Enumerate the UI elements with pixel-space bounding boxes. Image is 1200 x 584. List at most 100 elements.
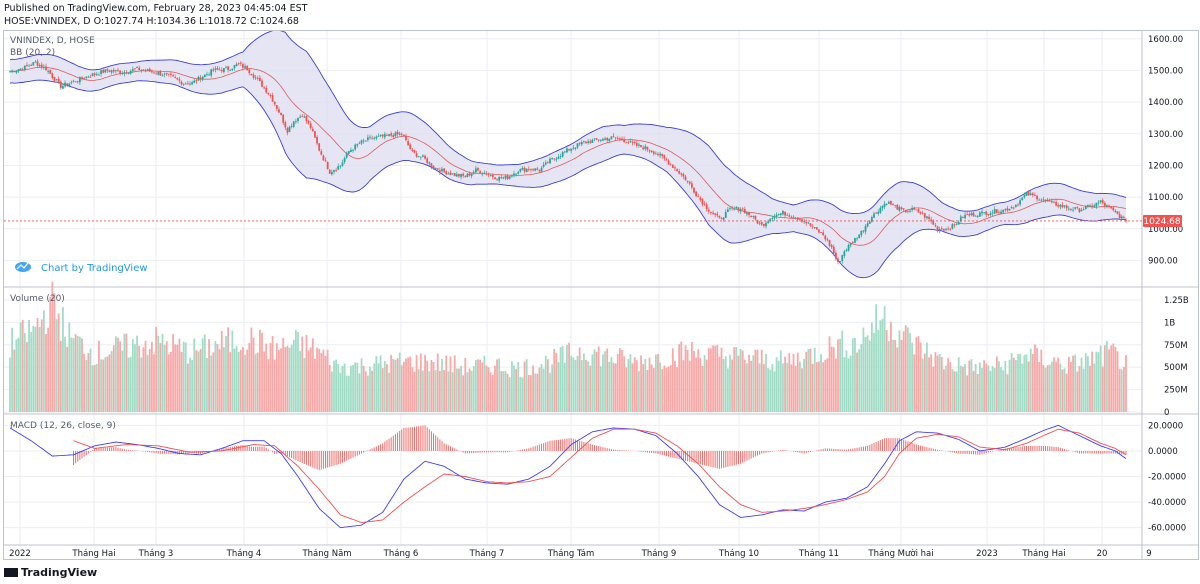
candle-body [981, 211, 983, 214]
volume-bar [743, 359, 746, 412]
candle-body [280, 112, 282, 116]
candle-body [95, 74, 98, 75]
candle [398, 131, 401, 136]
candle [599, 138, 602, 143]
volume-bar [1078, 366, 1081, 412]
volume-bar [654, 354, 657, 412]
time-axis[interactable]: 2022 Tháng Hai Tháng 3 Tháng 4 Tháng Năm Thán… [9, 548, 1152, 559]
candle [873, 211, 875, 219]
bb-indicator-label[interactable]: BB (20, 2) [10, 48, 55, 58]
watermark-text[interactable]: Chart by TradingView [41, 263, 148, 274]
candle-body [688, 181, 691, 184]
candle-body [487, 173, 490, 175]
volume-bar [57, 313, 60, 412]
volume-bar [45, 333, 47, 412]
candle-body [527, 168, 530, 170]
candle-body [1034, 194, 1036, 196]
volume-bar [587, 361, 590, 412]
volume-bar [1004, 361, 1007, 412]
candle-body [553, 158, 556, 160]
candle-body [932, 221, 935, 225]
price-symbol-label[interactable]: VNINDEX, D, HOSE [10, 36, 95, 46]
tradingview-logo[interactable]: TradingView [4, 566, 97, 579]
volume-bar [868, 340, 871, 412]
candle [1008, 208, 1011, 211]
volume-bar [953, 371, 956, 412]
candle-body [580, 141, 583, 145]
tradingview-watermark[interactable]: Chart by TradingView [15, 262, 148, 274]
volume-bar [923, 353, 926, 412]
candle [447, 171, 450, 175]
candle-body [769, 218, 772, 222]
candle [191, 80, 194, 85]
candle-body [640, 144, 642, 148]
volume-tick-label: 250M [1164, 386, 1188, 396]
candle-body [957, 221, 960, 225]
volume-bar [1019, 353, 1022, 412]
candle [824, 234, 827, 242]
volume-bar [78, 336, 81, 412]
volume-bar [81, 338, 83, 412]
last-price-label: 1024.68 [1143, 217, 1180, 227]
time-tick-label: Tháng 10 [718, 549, 759, 559]
candle-body [1050, 201, 1053, 203]
candle-body [936, 226, 939, 231]
chart-frame[interactable]: 900.00 1000.00 1100.00 1200.00 1300.00 1400.0… [3, 29, 1199, 560]
candle [633, 140, 636, 145]
volume-bar [197, 351, 200, 412]
candle-body [352, 149, 354, 151]
candle-body [70, 82, 73, 83]
volume-bar [972, 370, 975, 412]
candle-body [593, 138, 596, 140]
volume-bar [199, 349, 202, 412]
volume-bar [201, 338, 204, 412]
candle-body [375, 136, 378, 139]
candle-body [574, 147, 577, 149]
candle-body [299, 116, 302, 118]
candle-body [515, 173, 518, 175]
candle [616, 135, 619, 140]
candle-body [955, 224, 958, 226]
candle-body [618, 138, 621, 140]
volume-bar [532, 365, 534, 412]
candle-body [102, 70, 105, 73]
candle [438, 167, 441, 175]
volume-bar [106, 356, 109, 412]
candle-body [832, 246, 835, 254]
candle [890, 200, 892, 206]
volume-bar [1125, 355, 1127, 412]
price-axis[interactable]: 900.001000.001100.001200.001300.001400.0… [1148, 35, 1183, 267]
volume-bar [17, 337, 20, 412]
candle-body [856, 238, 858, 240]
volume-bar [940, 357, 943, 412]
candle-body [544, 162, 547, 165]
candle [517, 170, 520, 175]
volume-label[interactable]: Volume (20) [10, 294, 65, 304]
candle [1072, 207, 1074, 213]
candle [803, 218, 806, 225]
volume-bar [119, 341, 122, 412]
candle [311, 126, 314, 132]
time-tick-label: Tháng 3 [138, 549, 174, 559]
macd-label[interactable]: MACD (12, 26, close, 9) [10, 421, 116, 431]
candle-body [1046, 199, 1049, 202]
candle-body [521, 167, 524, 170]
candle [968, 211, 971, 218]
volume-bar [837, 339, 839, 412]
candle [699, 196, 702, 202]
candle-body [663, 155, 666, 159]
candle [947, 226, 950, 231]
volume-bar [722, 358, 725, 412]
volume-bar [494, 365, 496, 412]
volume-bar [724, 356, 727, 412]
candle-body [117, 70, 119, 71]
volume-bar [354, 362, 357, 412]
candle [1122, 215, 1125, 220]
candle [354, 143, 357, 151]
volume-bar [392, 359, 395, 412]
candle [206, 71, 208, 77]
chart-svg[interactable]: 900.001000.001100.001200.001300.001400.0… [4, 29, 1198, 559]
candle [854, 237, 856, 244]
